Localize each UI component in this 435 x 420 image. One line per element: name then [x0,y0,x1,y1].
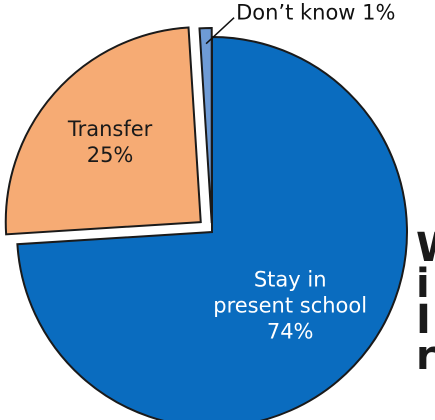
slice-value-label: 74% [267,319,314,343]
callout-label: Don’t know 1% [236,1,395,25]
pie-slice-don-t-know [198,27,213,224]
cut-off-side-text: WiIr [416,225,435,379]
cut-off-text-line: i [416,261,430,307]
cut-off-text-line: r [416,333,435,379]
pie-slices [4,26,408,420]
slice-label-1: Transfer 25% [67,117,153,167]
cut-off-text-line: I [416,297,431,343]
pie-slice-transfer [4,26,202,236]
pie-labels: Stay in present school 74% Transfer 25% Don’t… [67,1,396,344]
callout-leader-line [205,17,235,45]
slice-name-label: Transfer [67,117,153,141]
slice-label-0: Stay in present school 74% [213,267,367,343]
cut-off-text-line: W [416,225,435,271]
slice-name-label: present school [213,293,367,317]
pie-slice-stay-in-present-school [16,35,408,420]
slice-value-label: 25% [87,143,134,167]
slice-name-label: Stay in [254,267,327,291]
